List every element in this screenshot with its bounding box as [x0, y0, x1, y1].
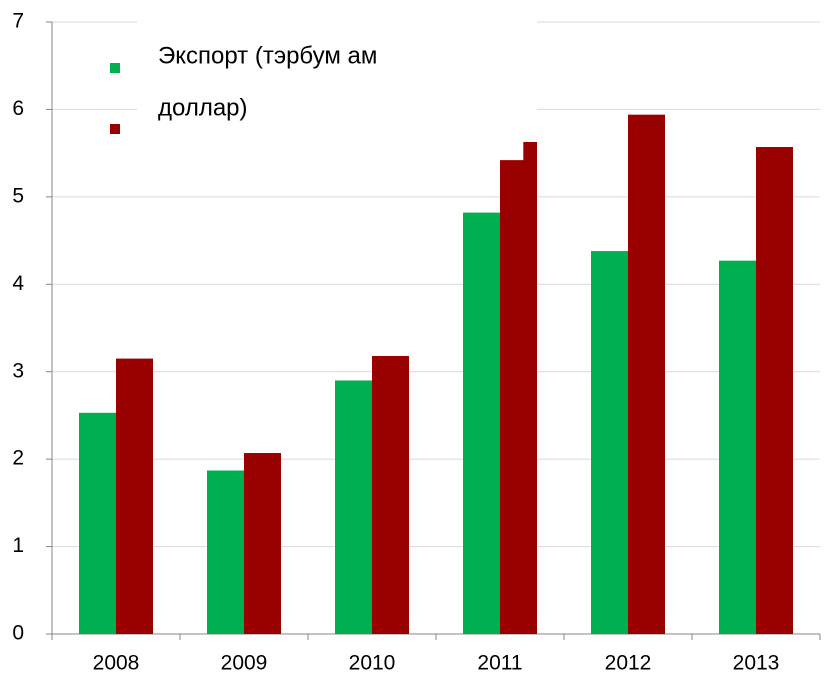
- x-tick-label: 2012: [605, 652, 652, 675]
- bar: [335, 380, 372, 634]
- annotation-box: [137, 0, 537, 142]
- annotation: доллар): [158, 94, 248, 121]
- legend-marker: [110, 63, 120, 73]
- y-tick-label: 2: [12, 447, 24, 470]
- y-tick-label: 5: [12, 184, 24, 207]
- y-tick-label: 1: [12, 534, 24, 557]
- y-tick-label: 7: [12, 10, 24, 33]
- x-tick-label: 2013: [733, 652, 780, 675]
- bar: [591, 251, 628, 634]
- y-tick-label: 3: [12, 359, 24, 382]
- bar: [207, 470, 244, 634]
- x-tick-label: 2010: [349, 652, 396, 675]
- bar: [463, 212, 500, 634]
- annotation: Экспорт (тэрбум ам: [158, 42, 377, 69]
- y-tick-label: 6: [12, 97, 24, 120]
- bar: [116, 358, 153, 634]
- bar: [628, 114, 665, 634]
- bar: [372, 355, 409, 634]
- y-tick-label: 4: [12, 272, 24, 295]
- bar: [756, 147, 793, 634]
- bar: [79, 412, 116, 634]
- x-tick-label: 2011: [477, 652, 522, 675]
- x-tick-label: 2008: [93, 652, 140, 675]
- legend-marker: [110, 124, 120, 134]
- y-tick-label: 0: [12, 622, 24, 645]
- x-tick-label: 2009: [221, 652, 268, 675]
- bar: [244, 453, 281, 634]
- bar: [523, 126, 537, 634]
- bar: [719, 260, 756, 634]
